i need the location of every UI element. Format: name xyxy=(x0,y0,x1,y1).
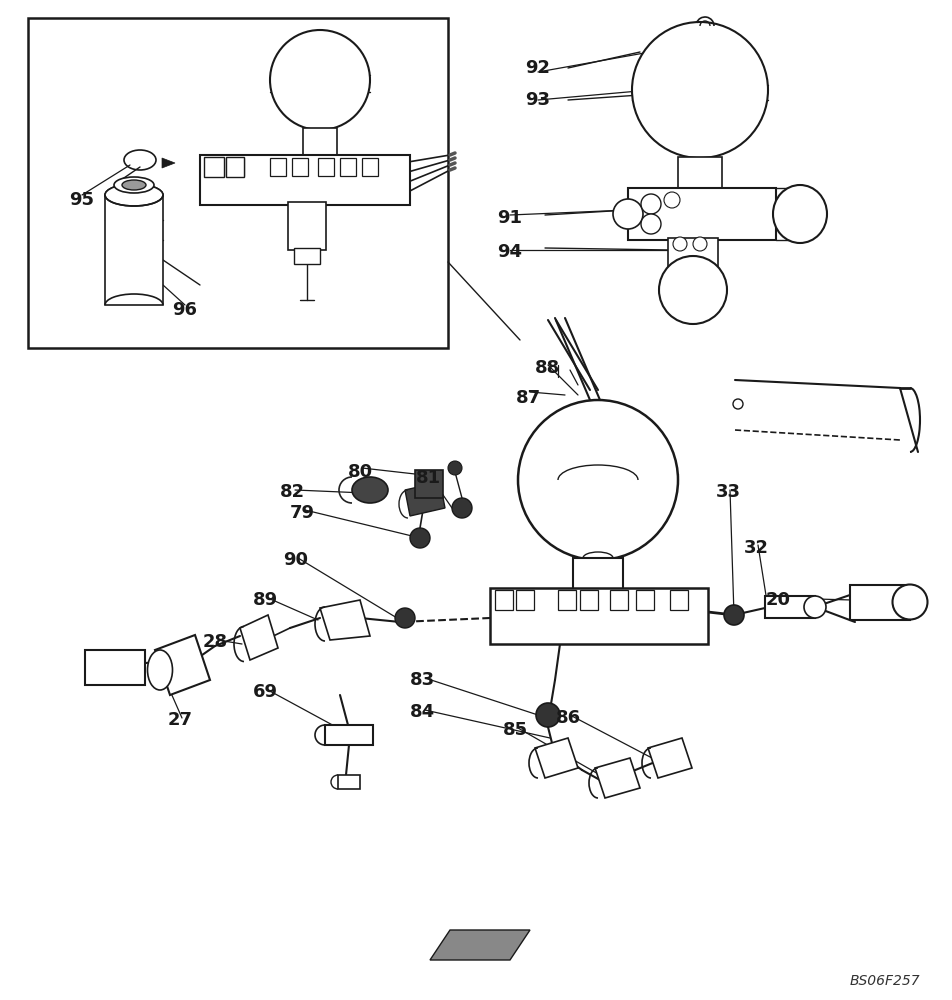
Bar xyxy=(362,158,378,176)
Text: 90: 90 xyxy=(284,551,308,569)
Bar xyxy=(105,195,163,305)
Ellipse shape xyxy=(352,477,388,503)
Text: 32: 32 xyxy=(744,539,768,557)
Bar xyxy=(318,158,334,176)
Ellipse shape xyxy=(122,180,146,190)
Circle shape xyxy=(448,461,462,475)
Bar xyxy=(850,585,910,620)
Text: 94: 94 xyxy=(498,243,523,261)
Text: 79: 79 xyxy=(289,504,314,522)
Text: 93: 93 xyxy=(526,91,550,109)
Circle shape xyxy=(632,22,768,158)
Bar xyxy=(495,590,513,610)
Bar xyxy=(200,155,410,205)
Text: 84: 84 xyxy=(409,703,434,721)
Polygon shape xyxy=(240,615,278,660)
Text: 85: 85 xyxy=(503,721,527,739)
Bar xyxy=(270,158,286,176)
Bar xyxy=(678,157,722,189)
Text: 88: 88 xyxy=(535,359,561,377)
Ellipse shape xyxy=(613,199,643,229)
Circle shape xyxy=(410,528,430,548)
Bar xyxy=(28,18,448,348)
Bar xyxy=(628,188,776,240)
Bar xyxy=(490,588,708,644)
Ellipse shape xyxy=(114,177,154,193)
Bar xyxy=(208,158,224,176)
Text: 27: 27 xyxy=(168,711,192,729)
Bar xyxy=(670,590,688,610)
Circle shape xyxy=(395,608,415,628)
Bar xyxy=(288,202,326,250)
Bar xyxy=(325,725,373,745)
Polygon shape xyxy=(648,738,692,778)
Ellipse shape xyxy=(105,184,163,206)
Polygon shape xyxy=(430,930,530,960)
Text: 82: 82 xyxy=(280,483,305,501)
Bar xyxy=(516,590,534,610)
Circle shape xyxy=(641,194,661,214)
Text: 83: 83 xyxy=(409,671,434,689)
Text: 92: 92 xyxy=(526,59,550,77)
Bar xyxy=(636,590,654,610)
Circle shape xyxy=(664,192,680,208)
Polygon shape xyxy=(595,758,640,798)
Circle shape xyxy=(270,30,370,130)
Circle shape xyxy=(724,605,744,625)
Bar xyxy=(294,248,320,264)
Circle shape xyxy=(452,498,472,518)
Bar xyxy=(204,157,224,177)
Polygon shape xyxy=(162,158,175,168)
Bar xyxy=(765,596,815,618)
Polygon shape xyxy=(320,600,370,640)
Text: 96: 96 xyxy=(172,301,197,319)
Bar xyxy=(303,128,337,156)
Bar xyxy=(338,775,360,789)
Text: 28: 28 xyxy=(203,633,228,651)
Polygon shape xyxy=(535,738,578,778)
Text: 86: 86 xyxy=(555,709,581,727)
Bar xyxy=(415,470,443,498)
Circle shape xyxy=(641,214,661,234)
Text: BS06F257: BS06F257 xyxy=(849,974,920,988)
Circle shape xyxy=(659,256,727,324)
Circle shape xyxy=(693,237,707,251)
Text: 20: 20 xyxy=(765,591,790,609)
Circle shape xyxy=(536,703,560,727)
Ellipse shape xyxy=(804,596,826,618)
Bar xyxy=(668,238,718,276)
Text: 91: 91 xyxy=(498,209,523,227)
Text: 87: 87 xyxy=(515,389,541,407)
Polygon shape xyxy=(155,635,210,695)
Circle shape xyxy=(733,399,743,409)
Text: 95: 95 xyxy=(69,191,94,209)
Bar xyxy=(228,158,244,176)
Text: 80: 80 xyxy=(347,463,372,481)
Bar xyxy=(610,590,628,610)
Text: 89: 89 xyxy=(252,591,278,609)
Bar xyxy=(573,558,623,590)
Bar xyxy=(85,650,145,685)
Bar xyxy=(292,158,308,176)
Bar xyxy=(580,590,598,610)
Text: 33: 33 xyxy=(716,483,741,501)
Ellipse shape xyxy=(893,584,927,619)
Text: 69: 69 xyxy=(252,683,277,701)
Ellipse shape xyxy=(773,185,827,243)
Circle shape xyxy=(673,237,687,251)
Bar xyxy=(558,590,576,610)
Bar xyxy=(340,158,356,176)
Bar xyxy=(226,157,244,177)
Text: 81: 81 xyxy=(415,469,441,487)
Ellipse shape xyxy=(148,650,172,690)
Circle shape xyxy=(518,400,678,560)
Polygon shape xyxy=(405,482,445,516)
